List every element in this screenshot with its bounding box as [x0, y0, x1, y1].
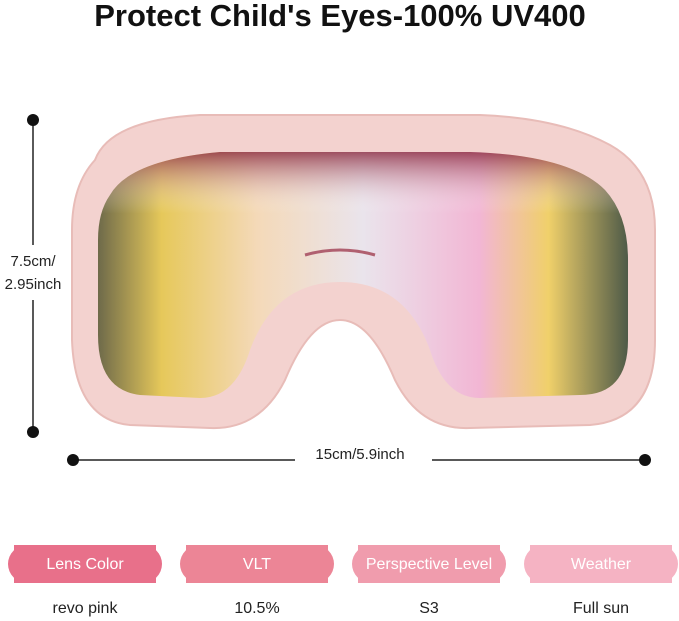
specs: Lens Color revo pink VLT 10.5% Perspective L…: [8, 545, 678, 617]
spec-pill-inner: [14, 545, 156, 583]
dimension-dot: [27, 426, 39, 438]
dimension-dot: [639, 454, 651, 466]
lens-tint: [98, 152, 628, 398]
spec-pill-inner: [358, 545, 500, 583]
spec-pill-inner: [186, 545, 328, 583]
goggles: [71, 114, 656, 430]
spec-pill-inner: [530, 545, 672, 583]
spec-value: S3: [419, 600, 439, 617]
width-dimension: 15cm/5.9inch: [67, 446, 651, 466]
spec-value: Full sun: [573, 600, 629, 617]
nose-edge: [304, 248, 376, 257]
title: Protect Child's Eyes-100% UV400: [94, 0, 586, 33]
dimension-dot: [27, 114, 39, 126]
spec-label: Perspective Level: [366, 556, 492, 573]
width-label: 15cm/5.9inch: [315, 446, 404, 463]
height-dimension: 7.5cm/ 2.95inch: [5, 114, 62, 438]
height-label: 2.95inch: [5, 276, 62, 293]
spec-label: Lens Color: [46, 556, 124, 573]
spec-value: 10.5%: [234, 600, 279, 617]
height-label: 7.5cm/: [10, 253, 56, 270]
spec-value: revo pink: [53, 600, 119, 617]
dimension-dot: [67, 454, 79, 466]
spec-label: Weather: [571, 556, 632, 573]
spec-label: VLT: [243, 556, 271, 573]
